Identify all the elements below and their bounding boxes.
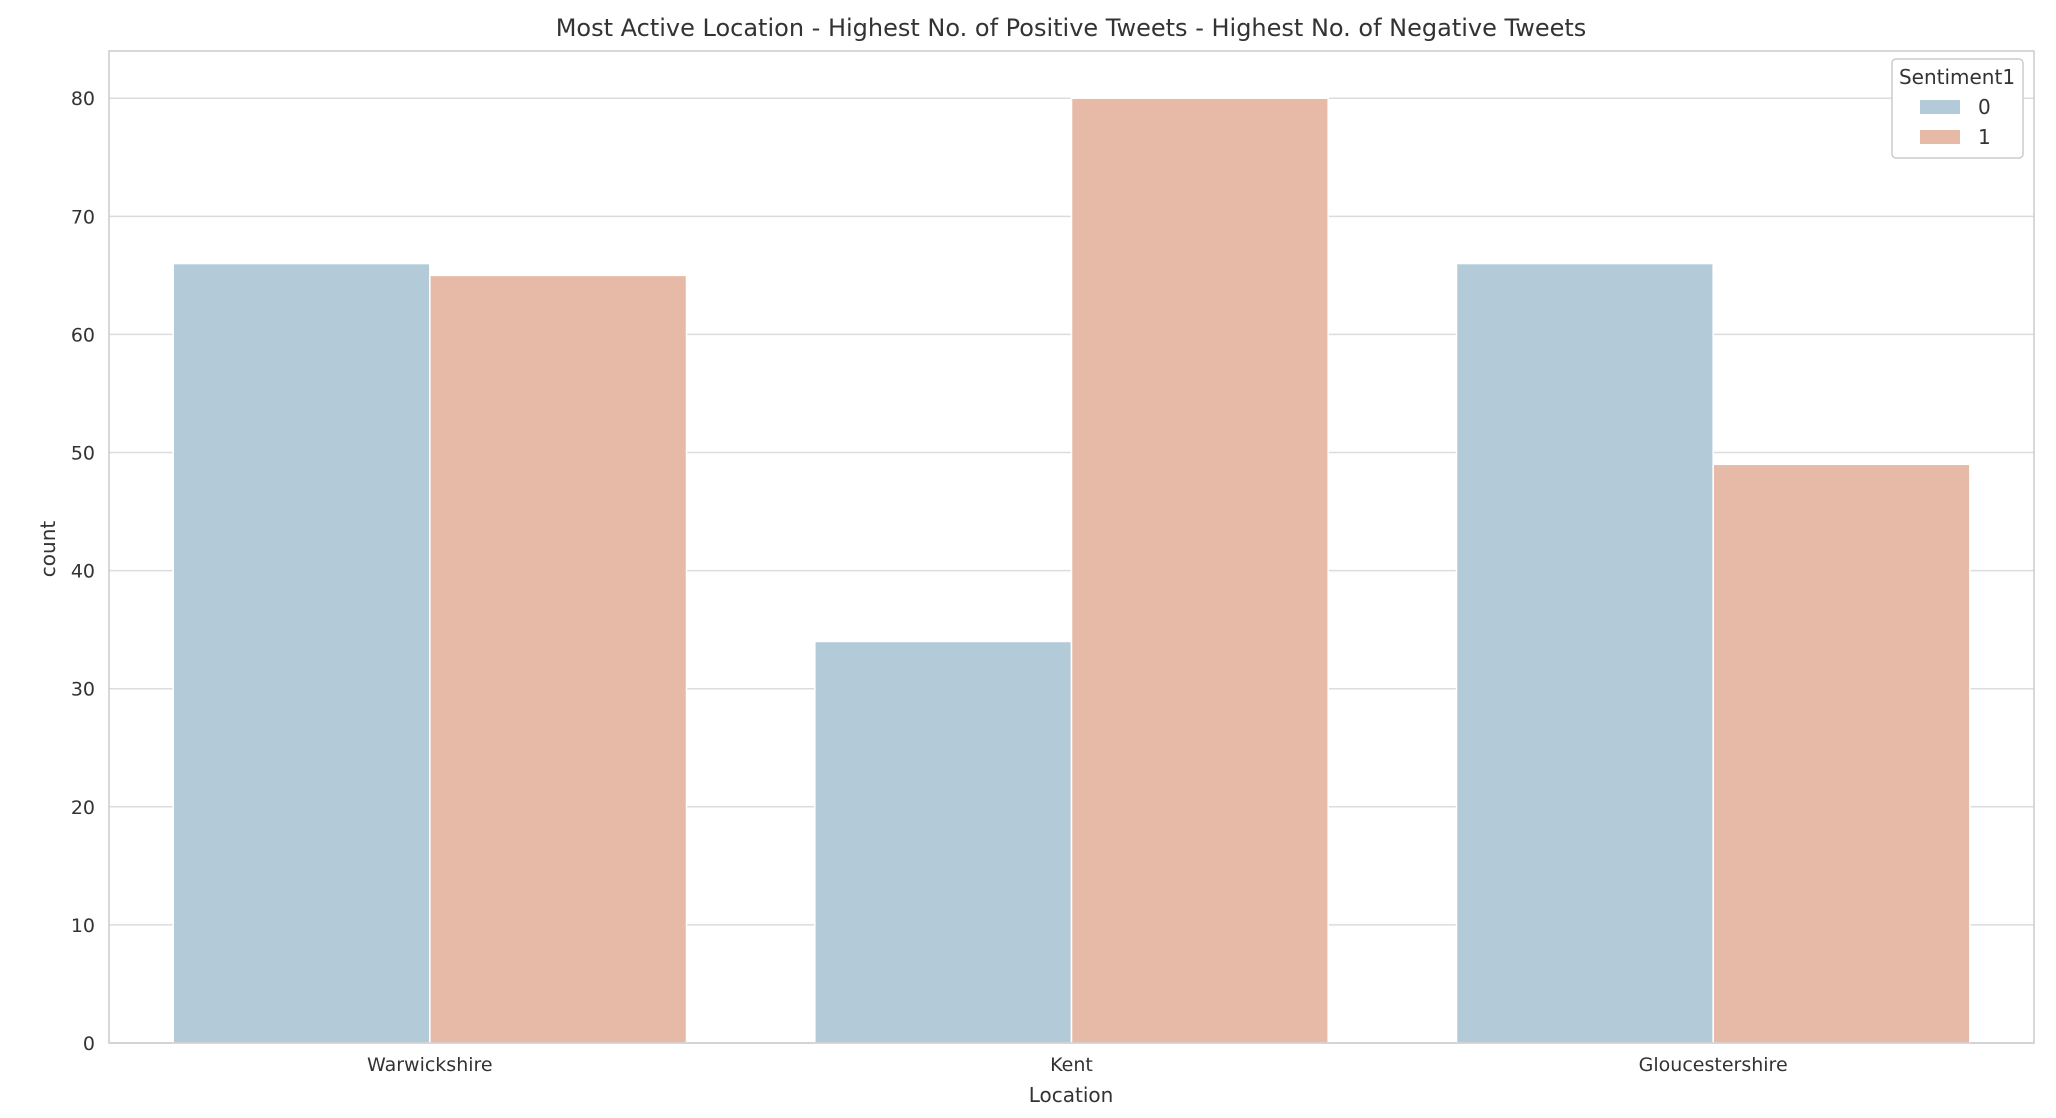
x-tick-label: Gloucestershire (1639, 1054, 1788, 1076)
y-axis-ticks: 0 10 20 30 40 50 60 70 80 (71, 88, 95, 1055)
bar-kent-sentiment-0 (814, 640, 1073, 1044)
legend-label-1: 1 (1978, 125, 1991, 149)
x-axis-ticks: Warwickshire Kent Gloucestershire (367, 1054, 1788, 1076)
bar-warwickshire-sentiment-0 (172, 262, 431, 1044)
legend-swatch-0 (1920, 100, 1960, 114)
y-axis-label: count (36, 521, 60, 578)
plot-frame (108, 50, 2035, 1044)
y-tick-label: 10 (71, 915, 95, 937)
bar-gloucestershire-sentiment-1 (1712, 463, 1971, 1044)
y-tick-label: 60 (71, 324, 95, 346)
y-tick-label: 0 (83, 1033, 95, 1055)
y-tick-label: 20 (71, 797, 95, 819)
legend-label-0: 0 (1978, 95, 1991, 119)
bar-kent-sentiment-1 (1070, 97, 1329, 1044)
x-axis-label: Location (1029, 1083, 1114, 1107)
bars (172, 97, 1971, 1044)
y-tick-label: 70 (71, 206, 95, 228)
legend: Sentiment1 01 (1891, 58, 2024, 159)
bar-warwickshire-sentiment-1 (429, 274, 688, 1044)
y-tick-label: 30 (71, 679, 95, 701)
legend-items: 01 (1920, 95, 1991, 149)
y-tick-label: 40 (71, 561, 95, 583)
legend-title: Sentiment1 (1899, 65, 2015, 89)
y-tick-label: 50 (71, 443, 95, 465)
y-tick-label: 80 (71, 88, 95, 110)
bar-gloucestershire-sentiment-0 (1455, 262, 1714, 1044)
chart-title: Most Active Location - Highest No. of Po… (556, 14, 1587, 42)
x-tick-label: Warwickshire (367, 1054, 493, 1076)
legend-swatch-1 (1920, 130, 1960, 144)
x-tick-label: Kent (1050, 1054, 1093, 1076)
